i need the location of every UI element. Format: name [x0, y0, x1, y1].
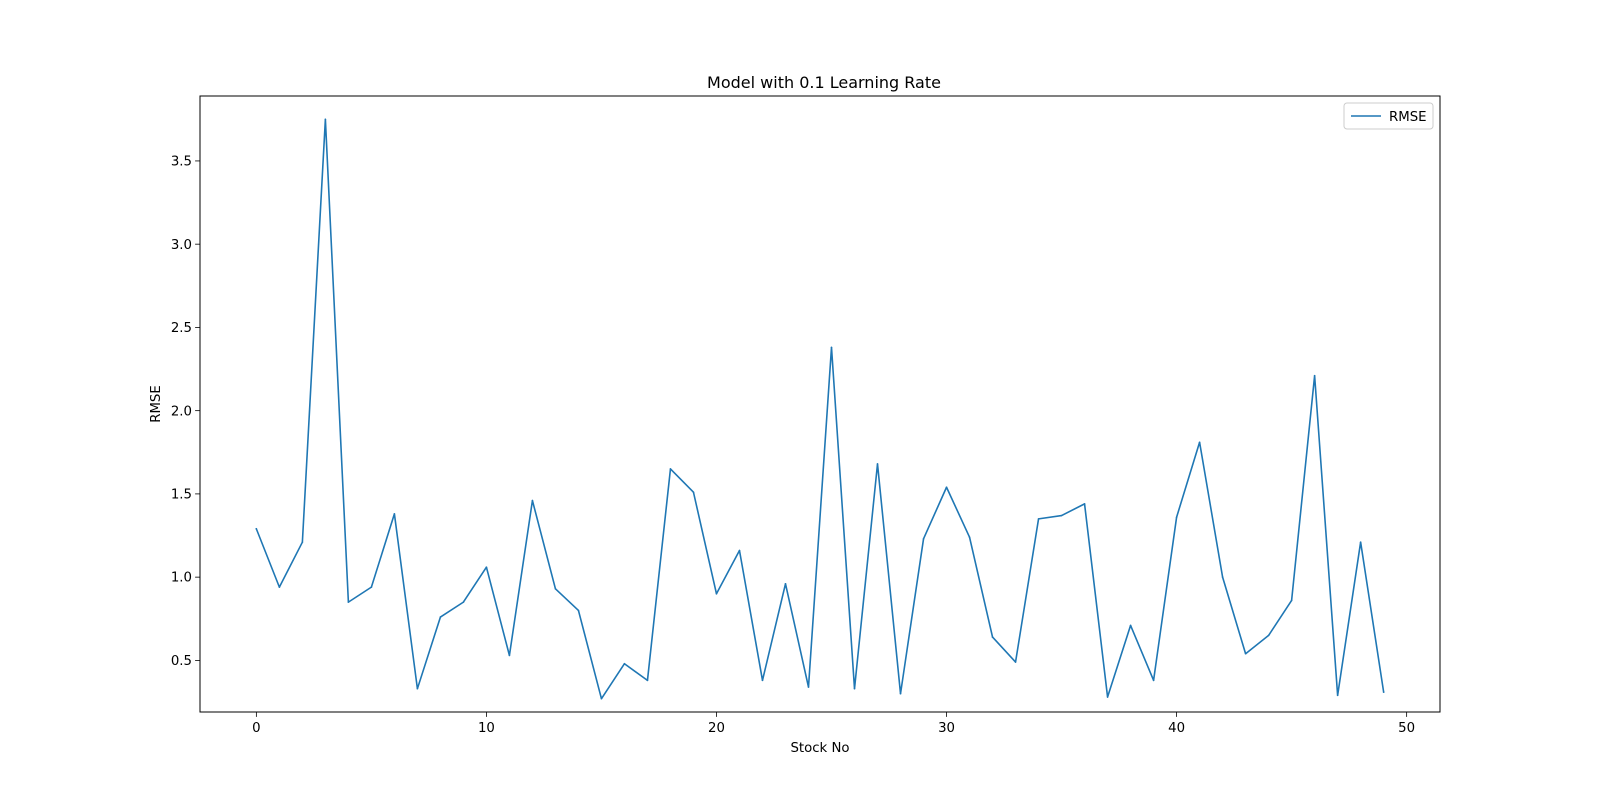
- x-tick-label: 30: [938, 721, 955, 736]
- data-point: [853, 687, 856, 690]
- data-point: [301, 541, 304, 543]
- data-point: [416, 687, 419, 690]
- data-point: [945, 486, 948, 489]
- y-tick-label: 2.0: [171, 404, 192, 419]
- chart-title: Model with 0.1 Learning Rate: [707, 73, 941, 92]
- data-point: [1175, 516, 1178, 519]
- data-point: [692, 491, 695, 494]
- legend-box: [1343, 102, 1434, 130]
- data-point: [577, 609, 580, 612]
- data-point: [922, 538, 925, 540]
- data-point: [830, 346, 833, 349]
- data-point: [876, 463, 879, 465]
- y-tick-label: 3.0: [171, 238, 192, 253]
- data-point: [278, 586, 281, 588]
- y-tick-label: 3.5: [171, 155, 192, 170]
- y-tick-label: 0.5: [171, 654, 192, 669]
- data-point: [508, 654, 511, 657]
- data-point: [715, 592, 718, 595]
- y-tick-label: 2.5: [171, 321, 192, 336]
- y-tick-label: 1.0: [171, 571, 192, 586]
- data-point: [554, 588, 557, 590]
- data-point: [1267, 634, 1270, 637]
- x-tick-label: 10: [478, 721, 495, 736]
- data-point: [1244, 652, 1247, 655]
- x-tick-label: 50: [1398, 721, 1415, 736]
- data-point: [761, 679, 764, 682]
- x-tick-label: 20: [708, 721, 725, 736]
- y-axis: 0.5 1.0 1.5 2.0 2.5 3.0 3.5: [171, 155, 200, 669]
- data-point: [1290, 599, 1293, 602]
- data-point: [1198, 441, 1201, 444]
- data-point: [255, 528, 258, 530]
- x-tick-label: 0: [252, 721, 260, 736]
- y-tick-label: 1.5: [171, 488, 192, 503]
- data-point: [1336, 694, 1339, 697]
- data-point: [968, 536, 971, 538]
- legend-label: RMSE: [1389, 110, 1427, 125]
- legend: RMSE: [1343, 102, 1434, 130]
- data-point: [899, 692, 902, 695]
- plot-frame: [199, 95, 1441, 713]
- plot-area: [255, 118, 1385, 700]
- data-point: [1014, 661, 1017, 663]
- data-point: [669, 468, 672, 470]
- data-point: [485, 566, 488, 568]
- x-axis-label: Stock No: [790, 741, 849, 756]
- data-point: [347, 601, 350, 603]
- data-point: [1313, 374, 1316, 377]
- data-point: [393, 513, 396, 515]
- data-point: [623, 662, 626, 665]
- data-point: [1037, 518, 1040, 520]
- data-point: [370, 586, 373, 588]
- data-point: [807, 686, 810, 688]
- data-point: [600, 697, 603, 700]
- data-point: [646, 679, 649, 682]
- data-point: [439, 616, 442, 618]
- data-point: [1359, 541, 1362, 543]
- data-point: [1106, 696, 1109, 698]
- data-point: [1221, 576, 1224, 578]
- data-point: [1152, 679, 1155, 682]
- data-point: [1129, 624, 1132, 627]
- data-point: [1382, 691, 1385, 693]
- data-point: [1083, 503, 1086, 505]
- data-point: [784, 583, 787, 585]
- data-point: [324, 118, 327, 121]
- data-point: [1060, 514, 1063, 517]
- data-point: [462, 601, 465, 603]
- data-point: [531, 499, 534, 502]
- series-line-rmse: [255, 118, 1385, 700]
- y-axis-label: RMSE: [149, 385, 164, 423]
- x-tick-label: 40: [1168, 721, 1185, 736]
- data-point: [738, 549, 741, 552]
- x-axis: 0 10 20 30 40 50: [252, 712, 1415, 736]
- data-point: [991, 636, 994, 638]
